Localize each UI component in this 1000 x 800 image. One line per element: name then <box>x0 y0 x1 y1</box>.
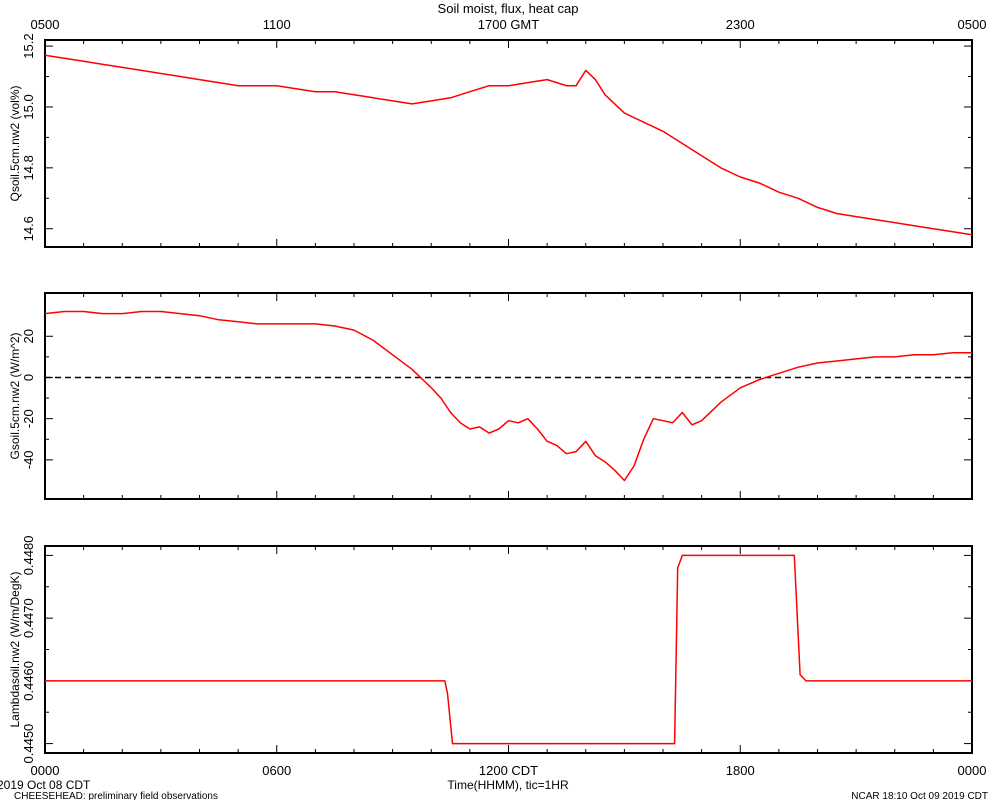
y-tick-label: 15.0 <box>21 94 36 119</box>
panel-frame <box>44 292 973 500</box>
y-tick-label: 0.4450 <box>21 724 36 764</box>
bottom-tick-label: 1800 <box>726 763 755 778</box>
footer-date: 2019 Oct 08 CDT <box>0 778 91 792</box>
y-tick-label: 0.4470 <box>21 598 36 638</box>
top-tick-label: 1100 <box>263 17 291 32</box>
y-tick-label: 20 <box>21 329 36 343</box>
series-line <box>45 554 972 745</box>
top-tick-label: 1700 GMT <box>478 17 539 32</box>
series-line <box>44 310 972 482</box>
bottom-tick-label: 0000 <box>958 763 987 778</box>
bottom-tick-label: 1200 CDT <box>479 763 538 778</box>
y-tick-label: 0.4460 <box>21 661 36 701</box>
top-tick-label: 0500 <box>31 17 60 32</box>
bottom-axis-tick-labels: 0000 0600 1200 CDT 1800 0000 <box>31 763 987 778</box>
y-tick-label: 0 <box>21 374 36 381</box>
y-axis-label: Gsoil.5cm.nw2 (W/m^2) <box>8 333 22 460</box>
top-axis-tick-labels: 0500 1100 1700 GMT 2300 0500 <box>31 17 987 32</box>
footer-stamp: NCAR 18:10 Oct 09 2019 CDT <box>851 791 988 800</box>
chart-title: Soil moist, flux, heat cap <box>438 1 579 16</box>
bottom-tick-label: 0600 <box>262 763 291 778</box>
series-line <box>44 54 973 236</box>
y-tick-label: -20 <box>21 409 36 428</box>
panel-frame <box>44 545 973 754</box>
y-tick-label: 15.2 <box>21 33 36 58</box>
y-tick-label: 0.4480 <box>21 536 36 576</box>
panel-1: 14.6 14.8 15.0 15.2 Qsoil.5cm.nw2 (vol%) <box>8 33 973 248</box>
x-axis-label: Time(HHMM), tic=1HR <box>447 778 569 792</box>
y-axis-label: Qsoil.5cm.nw2 (vol%) <box>8 85 22 201</box>
footer-project: CHEESEHEAD: preliminary field observatio… <box>14 791 218 800</box>
y-tick-label: 14.8 <box>21 155 36 180</box>
y-axis-label: Lambdasoil.nw2 (W/m/DegK) <box>8 571 22 727</box>
y-tick-label: -40 <box>21 450 36 469</box>
y-tick-label: 14.6 <box>21 216 36 241</box>
top-tick-label: 2300 <box>726 17 755 32</box>
panel-frame <box>44 39 973 248</box>
bottom-tick-label: 0000 <box>31 763 60 778</box>
top-tick-label: 0500 <box>958 17 987 32</box>
